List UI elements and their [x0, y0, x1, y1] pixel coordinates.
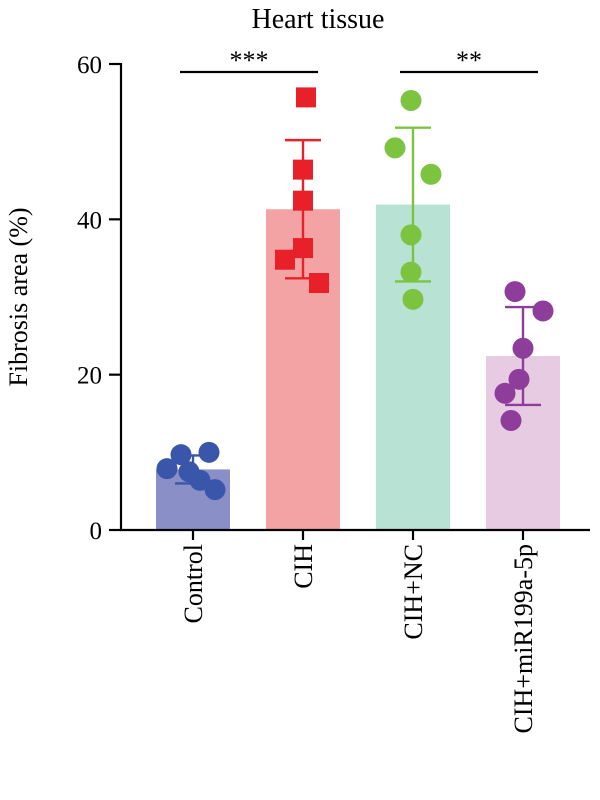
data-point — [170, 444, 192, 466]
data-point — [296, 87, 316, 108]
data-point — [293, 159, 313, 180]
data-point — [400, 261, 422, 283]
data-point — [494, 382, 516, 404]
data-point — [198, 441, 220, 463]
chart-title: Heart tissue — [252, 4, 385, 35]
x-tick-label: Control — [179, 544, 208, 623]
x-tick-label: CIH+NC — [399, 544, 428, 640]
data-point — [204, 479, 226, 501]
y-tick-label: 40 — [77, 207, 102, 234]
y-axis-label: Fibrosis area (%) — [4, 207, 33, 386]
data-point — [293, 238, 313, 259]
data-point — [532, 300, 554, 322]
data-point — [309, 273, 329, 294]
x-tick-label: CIH — [289, 544, 318, 589]
data-point — [508, 368, 530, 390]
data-point — [512, 337, 534, 359]
data-point — [293, 190, 313, 211]
data-point — [500, 409, 522, 431]
significance-label: *** — [230, 46, 269, 75]
data-point — [156, 458, 178, 480]
data-point — [384, 137, 406, 159]
x-tick-label: CIH+miR199a-5p — [509, 544, 538, 733]
data-point — [275, 249, 295, 270]
y-tick-label: 0 — [90, 518, 103, 545]
data-point — [400, 224, 422, 246]
data-point — [189, 469, 211, 491]
significance-label: ** — [456, 46, 482, 75]
data-point — [420, 163, 442, 185]
data-point — [402, 288, 424, 310]
data-points-layer — [156, 87, 554, 501]
y-tick-label: 60 — [77, 52, 102, 79]
data-point — [400, 90, 422, 112]
axes-layer: Control CIH CIH+NC CIH+miR199a-5p 0 20 40 60 — [77, 52, 590, 733]
y-tick-label: 20 — [77, 363, 102, 390]
data-point — [504, 281, 526, 303]
significance-layer: *** ** — [180, 46, 538, 75]
